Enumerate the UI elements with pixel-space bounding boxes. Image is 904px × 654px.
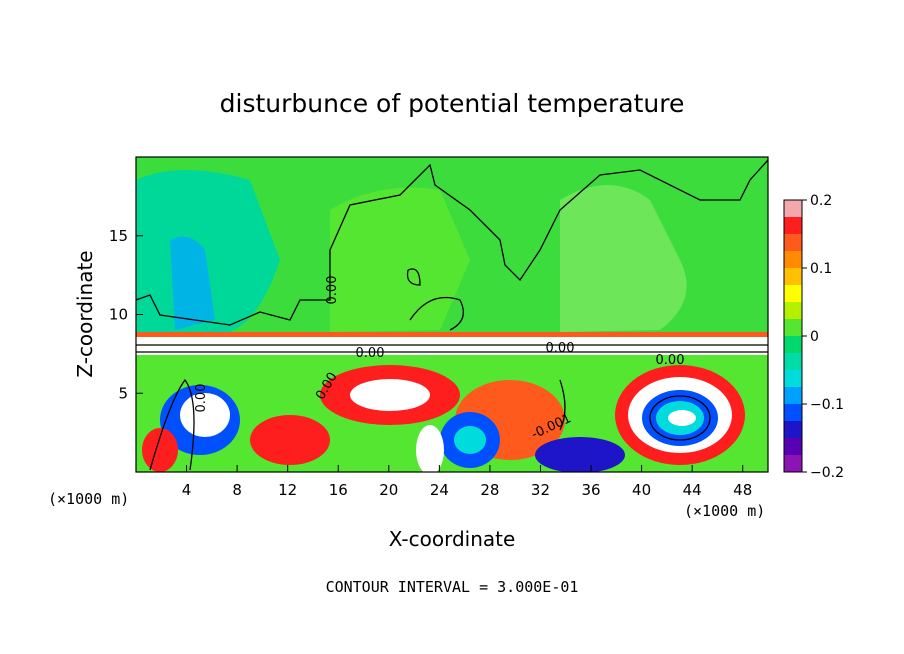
x-tick-label: 8	[232, 481, 242, 499]
x-tick-label: 16	[329, 481, 348, 499]
x-tick-label: 48	[733, 481, 752, 499]
plot-area	[136, 157, 768, 472]
contour-label: 0.00	[546, 341, 575, 356]
colorbar-ticks: 0.2 0.1 0 −0.1 −0.2	[802, 193, 844, 481]
x-tick-label: 28	[480, 481, 499, 499]
colorbar-swatch	[784, 438, 802, 456]
colorbar-tick-label: 0.1	[810, 261, 832, 277]
x-axis-label: X-coordinate	[389, 527, 516, 551]
colorbar-swatch	[784, 234, 802, 252]
blob-white-4	[668, 410, 696, 426]
colorbar-tick-label: −0.1	[810, 397, 844, 413]
blob-cyan-1	[454, 426, 486, 454]
field-patch-light	[560, 185, 687, 332]
blob-red-5	[142, 428, 178, 472]
x-tick-label: 4	[182, 481, 192, 499]
field-band-white	[136, 337, 768, 355]
blob-red-4	[250, 415, 330, 465]
contour-label: 0.00	[325, 276, 340, 305]
colorbar-swatch	[784, 268, 802, 286]
y-tick-label: 10	[109, 306, 128, 324]
colorbar-swatch	[784, 353, 802, 371]
blob-white-5	[416, 425, 444, 472]
y-axis-label: Z-coordinate	[73, 250, 97, 377]
blob-white-1	[350, 379, 430, 411]
contour-label: 0.00	[356, 346, 385, 361]
x-unit-left: (×1000 m)	[48, 490, 129, 508]
x-tick-label: 20	[379, 481, 398, 499]
y-axis-ticks: 5 10 15	[109, 227, 143, 402]
colorbar-swatch	[784, 217, 802, 235]
field-band-line	[136, 332, 768, 337]
x-tick-label: 32	[531, 481, 550, 499]
colorbar-swatch	[784, 455, 802, 473]
x-tick-label: 24	[430, 481, 449, 499]
x-unit-right: (×1000 m)	[684, 502, 765, 520]
field-patch-blue	[170, 236, 215, 330]
x-tick-label: 40	[632, 481, 651, 499]
colorbar-swatch	[784, 387, 802, 405]
contour-interval-note: CONTOUR INTERVAL = 3.000E-01	[326, 578, 579, 596]
colorbar-swatch	[784, 336, 802, 354]
contour-label: 0.00	[194, 384, 209, 413]
colorbar-swatch	[784, 251, 802, 269]
colorbar-swatch	[784, 200, 802, 218]
colorbar-tick-label: 0.2	[810, 193, 832, 209]
colorbar-swatch	[784, 302, 802, 320]
colorbar-tick-label: −0.2	[810, 465, 844, 481]
contour-label: 0.00	[656, 353, 685, 368]
y-tick-label: 15	[109, 227, 128, 245]
colorbar-tick-label: 0	[810, 329, 819, 345]
x-tick-label: 12	[278, 481, 297, 499]
colorbar-swatch	[784, 319, 802, 337]
colorbar	[784, 200, 802, 473]
field-patch-green	[330, 187, 470, 332]
x-axis-ticks: 4 8 12 16 20 24 28 32 36 40 44 48	[182, 465, 752, 499]
chart-title: disturbunce of potential temperature	[220, 89, 685, 118]
colorbar-swatch	[784, 404, 802, 422]
x-tick-label: 36	[581, 481, 600, 499]
colorbar-swatch	[784, 421, 802, 439]
x-tick-label: 44	[683, 481, 702, 499]
colorbar-swatch	[784, 285, 802, 303]
colorbar-swatch	[784, 370, 802, 388]
field-patch-cyan	[136, 170, 280, 332]
y-tick-label: 5	[118, 384, 128, 402]
blob-blue-4	[535, 437, 625, 472]
contour-lines	[136, 159, 768, 471]
